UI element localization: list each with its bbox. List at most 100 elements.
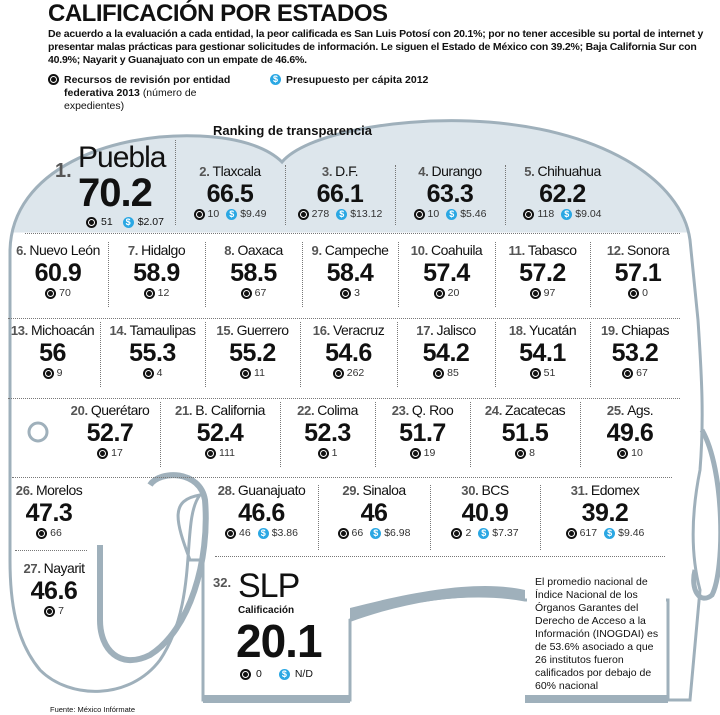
state-name: Colima (317, 402, 358, 418)
appeals-icon (451, 527, 463, 539)
state-heading: 18. Yucatán (495, 322, 590, 339)
appeals-icon (409, 447, 421, 459)
rank-number: 21. (175, 403, 193, 418)
state-name: Durango (431, 163, 483, 179)
state-name: Chihuahua (537, 163, 602, 179)
state-meta: 8 (470, 447, 580, 459)
appeals-count: 10 (631, 447, 643, 459)
state-cell: 8. Oaxaca 58.5 67 (205, 242, 302, 299)
state-cell: 18. Yucatán 54.1 51 (495, 322, 590, 379)
budget-value: N/D (294, 668, 313, 680)
state-score: 52.3 (304, 419, 351, 447)
state-cell: 12. Sonora 57.1 0 (590, 242, 686, 299)
appeals-icon (515, 447, 527, 459)
state-meta: 66 $ $6.98 (318, 527, 430, 539)
state-score: 58.9 (133, 259, 180, 287)
state-cell: 26. Morelos 47.3 66 (8, 482, 90, 539)
dollar-icon: $ (604, 527, 616, 539)
state-meta: 4 (100, 367, 205, 379)
rank-number: 26. (15, 483, 33, 498)
appeals-icon (48, 74, 59, 85)
appeals-count: 111 (219, 447, 235, 459)
appeals-count: 0 (256, 668, 262, 680)
column-divider (590, 322, 591, 387)
appeals-count: 118 (537, 208, 555, 220)
dollar-icon: $ (226, 208, 238, 220)
budget-value: $6.98 (384, 527, 411, 539)
budget-value: $2.07 (137, 216, 164, 228)
state-heading: 6. Nuevo León (8, 242, 108, 259)
appeals-icon (42, 367, 54, 379)
state-score: 57.2 (519, 259, 566, 287)
state-name: Nuevo León (29, 242, 100, 258)
appeals-icon (340, 287, 352, 299)
appeals-icon (529, 287, 541, 299)
state-name: Michoacán (30, 322, 95, 338)
legend-presupuesto-label: Presupuesto per cápita 2012 (286, 74, 429, 86)
rank-number: 28. (217, 483, 235, 498)
rank-number: 12. (606, 243, 624, 258)
column-divider (205, 322, 206, 387)
appeals-icon (297, 208, 309, 220)
state-cell: 5. Chihuahua 62.2 118 $ $9.04 (505, 163, 620, 220)
state-name: Ags. (627, 402, 654, 418)
state-heading: 19. Chiapas (590, 322, 680, 339)
state-meta: 97 (495, 287, 590, 299)
column-divider (398, 242, 399, 307)
state-meta: 10 (580, 447, 680, 459)
state-score: 57.1 (614, 259, 662, 287)
appeals-icon (142, 367, 154, 379)
state-score: 55.3 (129, 339, 176, 367)
appeals-count: 0 (642, 287, 648, 299)
state-meta: 51 $ $2.07 (86, 216, 164, 228)
column-divider (280, 402, 281, 467)
state-heading: 30. BCS (430, 482, 540, 499)
state-score: 63.3 (426, 180, 474, 208)
state-heading: 15. Guerrero (205, 322, 300, 339)
column-divider (285, 165, 286, 225)
appeals-count: 51 (101, 216, 113, 228)
state-score: 53.2 (611, 339, 659, 367)
state-meta: 3 (302, 287, 398, 299)
state-meta: 70 (8, 287, 108, 299)
appeals-count: 278 (311, 208, 330, 220)
state-meta: 66 (8, 527, 90, 539)
appeals-count: 51 (543, 367, 556, 379)
state-score: 62.2 (539, 180, 586, 208)
rank-number: 24. (484, 403, 503, 418)
national-average-note: El promedio nacional de Índice Nacional … (535, 576, 659, 692)
state-heading: 28. Guanajuato (205, 482, 318, 499)
rank-number: 9. (311, 243, 323, 258)
appeals-icon (97, 447, 109, 459)
state-cell: 16. Veracruz 54.6 262 (300, 322, 397, 379)
legend-expedientes-note: (número de expedientes) (64, 87, 197, 112)
appeals-count: 70 (59, 287, 71, 299)
state-name: D.F. (335, 163, 359, 179)
state-meta: 7 (8, 605, 100, 617)
row-divider (215, 556, 665, 557)
appeals-count: 12 (157, 287, 170, 299)
state-score: 52.4 (196, 419, 244, 447)
source-credit: Fuente: México Infórmate (50, 705, 136, 714)
rank-number: 15. (216, 323, 234, 338)
state-heading: 26. Morelos (8, 482, 90, 499)
rank-number: 31. (570, 483, 588, 498)
intro-text: De acuerdo a la evaluación a cada entida… (48, 28, 704, 66)
state-name: Edomex (590, 482, 640, 498)
state-meta: 11 (205, 367, 300, 379)
state-cell: 7. Hidalgo 58.9 12 (108, 242, 205, 299)
column-divider (205, 242, 206, 307)
row-divider (25, 233, 680, 234)
rank-number: 23. (391, 403, 409, 418)
state-cell: 22. Colima 52.3 1 (280, 402, 375, 459)
state-name: Q. Roo (411, 402, 454, 418)
rank-number: 14. (109, 323, 127, 338)
state-name: Tlaxcala (212, 163, 262, 179)
appeals-count: 7 (58, 605, 64, 617)
state-score: 46.6 (30, 577, 78, 605)
rank-number: 3. (321, 164, 333, 179)
state-heading: 2. Tlaxcala (175, 163, 285, 180)
appeals-count: 10 (207, 208, 220, 220)
state-heading: 27. Nayarit (8, 560, 100, 577)
